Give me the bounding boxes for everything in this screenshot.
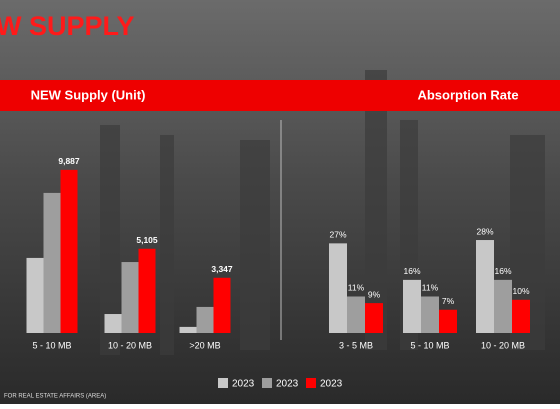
chart-title: Absorption Rate — [417, 87, 518, 102]
legend-label: 2023 — [320, 379, 343, 390]
header-band — [0, 80, 560, 111]
bar — [347, 296, 365, 333]
x-tick-label: 5 - 10 MB — [410, 340, 449, 350]
x-tick-label: 3 - 5 MB — [339, 340, 373, 350]
slide-title: W SUPPLY — [0, 11, 135, 41]
bar — [213, 277, 231, 333]
data-label: 9% — [368, 289, 381, 299]
x-tick-label: 10 - 20 MB — [108, 340, 152, 350]
bar — [512, 299, 530, 333]
data-label: 11% — [422, 283, 439, 293]
bar — [476, 240, 494, 333]
data-label: 7% — [442, 296, 455, 306]
data-label: 11% — [348, 283, 365, 293]
bar — [121, 262, 139, 333]
data-label: 28% — [476, 226, 493, 236]
bar — [329, 243, 347, 333]
legend-swatch — [218, 378, 228, 388]
bar — [60, 169, 78, 333]
x-tick-label: 5 - 10 MB — [32, 340, 71, 350]
data-label: 16% — [494, 266, 511, 276]
legend-label: 2023 — [276, 379, 299, 390]
data-label: 3,347 — [211, 264, 233, 274]
bar — [179, 326, 197, 333]
data-label: 5,105 — [136, 235, 158, 245]
bar — [26, 257, 44, 333]
bar — [104, 314, 122, 333]
bar — [196, 306, 214, 333]
legend-label: 2023 — [232, 379, 255, 390]
x-tick-label: >20 MB — [189, 340, 220, 350]
footnote: FOR REAL ESTATE AFFAIRS (AREA) — [4, 394, 106, 400]
data-label: 10% — [512, 286, 529, 296]
skyline — [100, 70, 545, 355]
bar — [138, 248, 156, 333]
bar — [365, 303, 383, 333]
data-label: 9,887 — [58, 156, 80, 166]
bar — [439, 309, 457, 333]
bar — [494, 279, 512, 333]
bar — [43, 192, 61, 333]
data-label: 27% — [329, 230, 346, 240]
legend-swatch — [262, 378, 272, 388]
legend-swatch — [306, 378, 316, 388]
chart-title: NEW Supply (Unit) — [31, 87, 146, 102]
x-tick-label: 10 - 20 MB — [481, 340, 525, 350]
bar — [421, 296, 439, 333]
data-label: 16% — [403, 266, 420, 276]
bar — [403, 279, 421, 333]
